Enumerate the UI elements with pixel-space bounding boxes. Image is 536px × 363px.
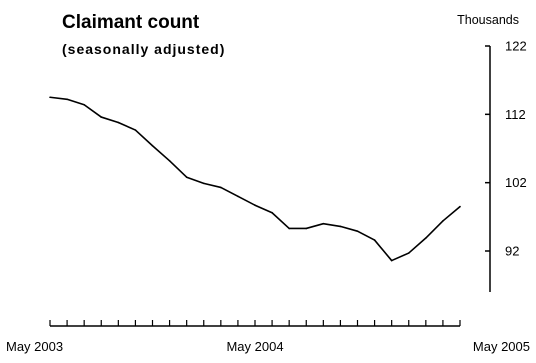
data-point <box>356 230 359 232</box>
series-line <box>49 96 461 262</box>
data-point <box>339 225 342 228</box>
axis-ticks: 122 112 102 92 May 2003 May 2004 May 2005 <box>6 39 530 355</box>
data-point <box>237 195 239 198</box>
y-tick-label: 112 <box>505 107 526 122</box>
data-point <box>83 103 85 106</box>
series-group <box>49 96 461 262</box>
data-point <box>373 239 376 241</box>
data-point <box>117 121 120 124</box>
data-point <box>100 116 103 118</box>
data-point <box>390 259 393 262</box>
data-point <box>288 227 290 230</box>
data-point <box>407 252 410 254</box>
chart-subtitle: (seasonally adjusted) <box>62 41 225 57</box>
x-tick-label: May 2003 <box>6 339 63 354</box>
data-point <box>271 211 273 214</box>
x-tick-label: May 2004 <box>226 339 283 354</box>
data-point <box>305 227 308 230</box>
y-tick-label: 92 <box>505 244 519 259</box>
data-point <box>185 176 188 178</box>
data-point <box>425 237 427 239</box>
data-point <box>134 129 137 131</box>
data-point <box>442 220 444 222</box>
data-point <box>220 186 222 189</box>
axes <box>50 46 491 327</box>
data-point <box>322 222 325 225</box>
y-axis-unit-label: Thousands <box>457 13 519 27</box>
y-tick-label: 122 <box>505 39 527 54</box>
data-point <box>202 182 205 185</box>
data-point <box>459 205 461 208</box>
data-point <box>66 98 68 101</box>
x-tick-label: May 2005 <box>473 339 530 354</box>
data-point <box>254 204 256 207</box>
data-point <box>49 96 51 99</box>
y-tick-label: 102 <box>505 175 527 190</box>
data-point <box>168 160 171 162</box>
data-point <box>151 144 154 147</box>
chart-title: Claimant count <box>62 12 200 33</box>
